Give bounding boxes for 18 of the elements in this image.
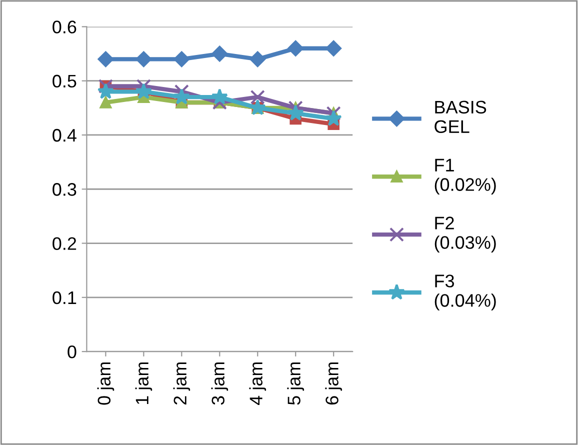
x-tick-label: 2 jam bbox=[173, 362, 190, 405]
legend-label: F2 (0.03%) bbox=[434, 216, 496, 252]
x-tick-label: 0 jam bbox=[97, 362, 114, 405]
x-tick-label: 5 jam bbox=[287, 362, 304, 405]
y-tick-label: 0.1 bbox=[52, 291, 76, 304]
y-tick-label: 0.3 bbox=[52, 183, 76, 196]
legend-label: BASIS GEL bbox=[434, 100, 486, 134]
x-tick-label: 4 jam bbox=[249, 362, 266, 406]
x-tick-label: 3 jam bbox=[211, 362, 228, 405]
y-tick-label: 0.5 bbox=[52, 74, 76, 88]
y-tick-label: 0.6 bbox=[52, 20, 76, 34]
y-tick-label: 0 bbox=[68, 345, 76, 358]
x-tick-label: 1 jam bbox=[135, 362, 152, 404]
y-tick-label: 0.2 bbox=[52, 237, 76, 250]
legend-label: F1 (0.02%) bbox=[434, 158, 496, 195]
y-tick-label: 0.4 bbox=[52, 128, 76, 142]
legend-label: F3 (0.04%) bbox=[434, 274, 496, 310]
x-tick-label: 6 jam bbox=[325, 362, 342, 405]
